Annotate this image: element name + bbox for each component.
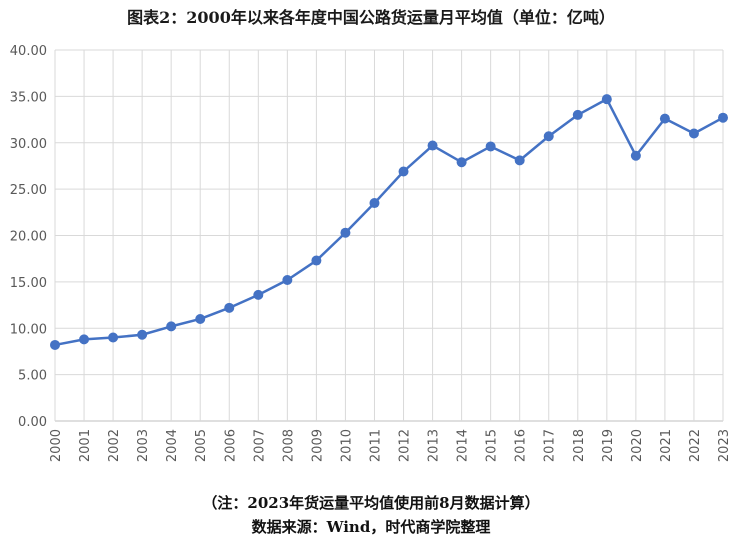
x-tick-label: 2021 <box>659 429 674 462</box>
y-tick-label: 40.00 <box>10 44 47 59</box>
x-tick-label: 2004 <box>165 429 180 462</box>
y-tick-label: 35.00 <box>10 90 47 105</box>
data-point <box>311 255 322 266</box>
y-tick-label: 25.00 <box>10 183 47 198</box>
footnote: （注：2023年货运量平均值使用前8月数据计算） <box>202 494 540 512</box>
line-chart: 0.00 5.00 10.00 15.00 20.00 25.00 30.00 35.00 40… <box>10 44 732 462</box>
x-tick-label: 2005 <box>194 429 209 462</box>
data-point <box>253 289 264 300</box>
x-tick-label: 2009 <box>310 429 325 462</box>
data-point <box>688 128 699 139</box>
data-point <box>369 198 380 209</box>
x-tick-label: 2000 <box>49 429 64 462</box>
x-tick-label: 2017 <box>543 429 558 462</box>
series-line <box>54 97 724 347</box>
data-point <box>572 109 583 120</box>
data-point <box>340 227 351 238</box>
data-point <box>456 157 467 168</box>
y-tick-label: 10.00 <box>10 322 47 337</box>
data-point <box>485 141 496 152</box>
x-tick-label: 2001 <box>78 429 93 462</box>
x-tick-label: 2023 <box>717 429 732 462</box>
data-point <box>50 339 60 350</box>
data-point <box>659 113 670 124</box>
data-point <box>195 313 206 324</box>
y-tick-label: 0.00 <box>18 415 47 430</box>
y-tick-label: 15.00 <box>10 276 47 291</box>
chart-title: 图表2：2000年以来各年度中国公路货运量月平均值（单位：亿吨） <box>127 8 615 27</box>
x-tick-label: 2008 <box>281 429 296 462</box>
data-point <box>398 166 409 177</box>
x-tick-label: 2016 <box>514 429 529 462</box>
x-tick-label: 2013 <box>427 429 442 462</box>
data-point <box>601 94 612 105</box>
data-point <box>108 332 119 343</box>
x-axis-ticks: 2000 2001 2002 2003 2004 2005 2006 2007 2008 2009… <box>49 429 732 462</box>
y-tick-label: 5.00 <box>18 369 47 384</box>
x-tick-label: 2020 <box>630 429 645 462</box>
x-tick-label: 2012 <box>398 429 413 462</box>
x-tick-label: 2019 <box>601 429 616 462</box>
x-tick-label: 2014 <box>456 429 471 462</box>
y-tick-label: 30.00 <box>10 137 47 152</box>
data-point <box>630 150 641 161</box>
data-point <box>718 112 728 123</box>
series-group <box>50 94 728 350</box>
gridlines <box>54 49 724 422</box>
x-tick-label: 2010 <box>339 429 354 462</box>
x-tick-label: 2011 <box>368 429 383 462</box>
y-tick-label: 20.00 <box>10 230 47 245</box>
data-point <box>514 155 525 166</box>
data-point <box>166 321 177 332</box>
x-tick-label: 2018 <box>572 429 587 462</box>
x-tick-label: 2022 <box>688 429 703 462</box>
x-tick-label: 2015 <box>485 429 500 462</box>
data-point <box>224 302 235 313</box>
data-point <box>543 131 554 142</box>
data-point <box>79 334 90 345</box>
x-tick-label: 2002 <box>107 429 122 462</box>
y-axis-ticks: 0.00 5.00 10.00 15.00 20.00 25.00 30.00 35.00 40… <box>10 44 47 430</box>
data-point <box>137 329 148 340</box>
x-tick-label: 2007 <box>252 429 267 462</box>
data-point <box>282 275 293 286</box>
x-tick-label: 2006 <box>223 429 238 462</box>
x-tick-label: 2003 <box>136 429 151 462</box>
data-point <box>427 140 438 151</box>
data-source: 数据来源：Wind，时代商学院整理 <box>251 518 491 536</box>
